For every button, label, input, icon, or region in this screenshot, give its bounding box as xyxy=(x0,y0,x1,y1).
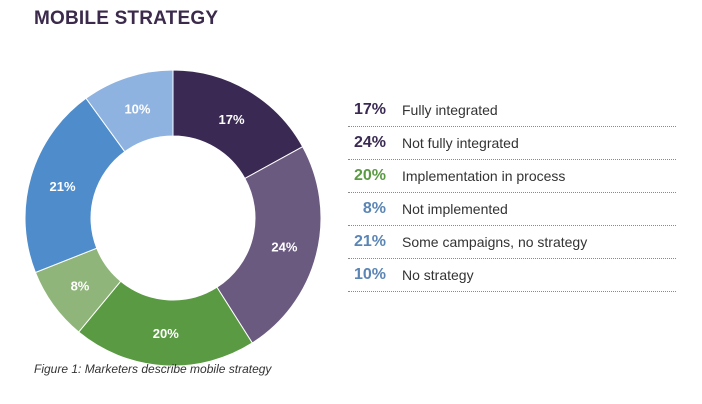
legend-value: 8% xyxy=(362,200,386,217)
legend-row: 21% Some campaigns, no strategy xyxy=(348,226,676,259)
slice-label: 10% xyxy=(124,102,150,117)
legend-value: 21% xyxy=(353,233,386,250)
chart-title: MOBILE STRATEGY xyxy=(34,8,219,29)
legend-row: 20% Implementation in process xyxy=(348,160,676,193)
slice-label: 20% xyxy=(153,326,179,341)
legend-label: Not fully integrated xyxy=(402,135,519,151)
donut-slice xyxy=(216,146,322,344)
legend-label: Fully integrated xyxy=(402,102,498,118)
legend-value: 24% xyxy=(353,134,386,151)
legend-label: Some campaigns, no strategy xyxy=(402,234,588,250)
donut-slice xyxy=(24,97,126,274)
slice-label: 21% xyxy=(50,179,76,194)
donut-slice xyxy=(77,280,253,367)
legend-label: Implementation in process xyxy=(402,168,566,184)
legend-value: 20% xyxy=(353,167,386,184)
legend-row: 17% Fully integrated xyxy=(348,94,676,127)
slice-label: 17% xyxy=(219,112,245,127)
donut-slice xyxy=(85,69,174,153)
legend-label: No strategy xyxy=(402,267,474,283)
slice-label: 24% xyxy=(271,240,297,255)
legend-value: 10% xyxy=(353,266,386,283)
legend-row: 8% Not implemented xyxy=(348,193,676,226)
legend-label: Not implemented xyxy=(402,201,508,217)
legend: 17% Fully integrated 24% Not fully integ… xyxy=(348,94,676,292)
legend-row: 24% Not fully integrated xyxy=(348,127,676,160)
legend-row: 10% No strategy xyxy=(348,259,676,292)
figure-caption: Figure 1: Marketers describe mobile stra… xyxy=(34,362,272,376)
legend-value: 17% xyxy=(353,101,386,118)
slice-label: 8% xyxy=(71,279,90,294)
